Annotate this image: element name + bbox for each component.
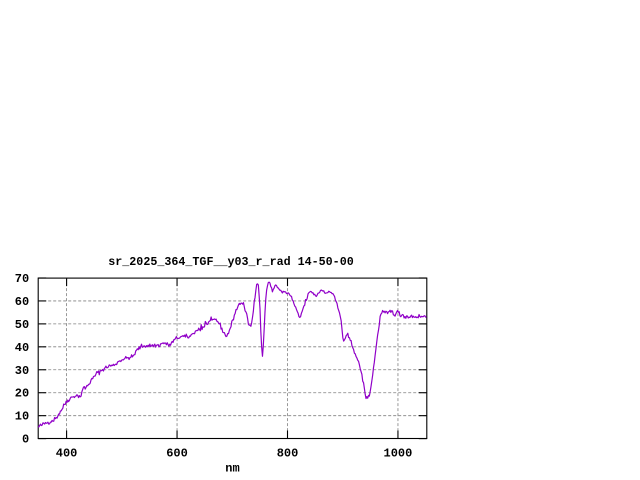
svg-text:0: 0 bbox=[22, 433, 29, 447]
svg-text:1000: 1000 bbox=[384, 447, 413, 461]
svg-text:70: 70 bbox=[15, 272, 29, 286]
svg-text:nm: nm bbox=[225, 462, 239, 476]
svg-text:sr_2025_364_TGF__y03_r_rad 14-: sr_2025_364_TGF__y03_r_rad 14-50-00 bbox=[108, 255, 353, 269]
svg-text:600: 600 bbox=[166, 447, 188, 461]
svg-text:40: 40 bbox=[15, 341, 29, 355]
svg-text:400: 400 bbox=[56, 447, 78, 461]
svg-text:20: 20 bbox=[15, 387, 29, 401]
svg-text:10: 10 bbox=[15, 410, 29, 424]
svg-text:30: 30 bbox=[15, 364, 29, 378]
svg-text:50: 50 bbox=[15, 318, 29, 332]
svg-text:60: 60 bbox=[15, 295, 29, 309]
svg-text:800: 800 bbox=[277, 447, 299, 461]
